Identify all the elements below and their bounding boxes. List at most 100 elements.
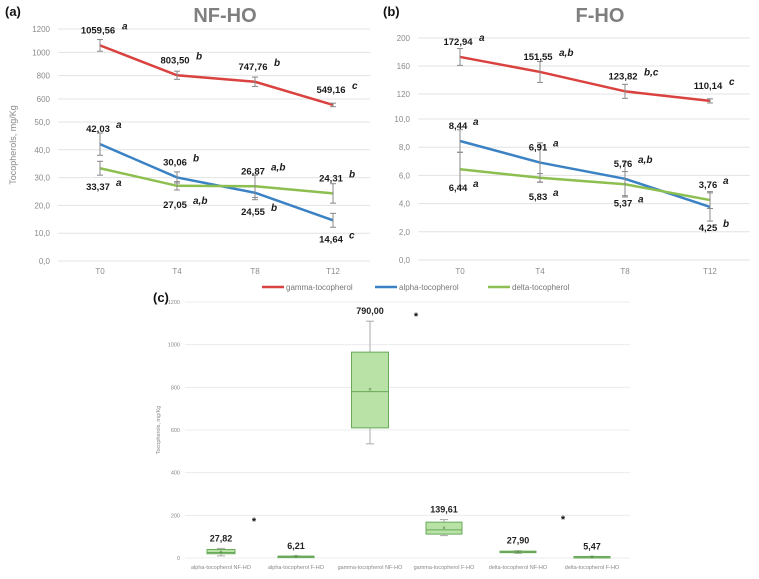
y-tick-label: 600 <box>37 95 51 104</box>
data-label: 4,25 <box>699 223 718 234</box>
y-tick-label: 2,0 <box>399 228 411 237</box>
significance-letter: a <box>723 176 729 187</box>
data-label: 27,82 <box>210 533 233 543</box>
data-label: 5,76 <box>614 159 633 170</box>
panel-label: (a) <box>5 4 21 19</box>
series-line-alpha-tocopherol <box>99 143 334 222</box>
significance-letter: b <box>196 51 202 62</box>
y-tick-label: 160 <box>397 62 411 71</box>
y-axis-label: Tocopherols, mg/Kg <box>8 105 18 185</box>
box <box>206 548 236 555</box>
y-tick-label: 600 <box>171 428 180 434</box>
significance-letter: c <box>352 81 358 92</box>
x-tick-label: T8 <box>620 267 630 276</box>
data-label: 803,50 <box>160 55 189 66</box>
series-line-delta-tocopherol <box>99 167 334 195</box>
data-label: 172,94 <box>443 37 473 48</box>
data-label: 6,91 <box>529 143 548 154</box>
y-tick-label: 200 <box>171 513 180 519</box>
significance-letter: a,b <box>193 196 207 207</box>
data-label: 24,31 <box>319 173 343 184</box>
data-label: 5,47 <box>583 541 601 551</box>
mean-marker: × <box>294 555 298 561</box>
data-label: 123,82 <box>608 71 637 82</box>
data-label: 790,00 <box>356 306 384 316</box>
data-label: 1059,56 <box>81 25 115 36</box>
data-label: 549,16 <box>316 85 345 96</box>
y-tick-label: 800 <box>171 385 180 391</box>
significance-letter: a,b <box>638 155 652 166</box>
box-delta-tocopherol F-HO: × 5,47 delta-tocopherol F-HO <box>565 541 620 571</box>
mean-marker: × <box>219 550 223 556</box>
significance-letter: c <box>349 230 355 241</box>
y-tick-label: 4,0 <box>399 200 411 209</box>
x-tick-label: gamma-tocopherol F-HO <box>414 565 476 571</box>
y-tick-label: 200 <box>397 34 411 43</box>
y-tick-label: 40,0 <box>34 146 50 155</box>
panel-b: (b) F-HO 200 160 120 10,0 8,0 6,0 4,0 2,0 0,0 T0 T4 T… <box>383 4 750 276</box>
mean-marker: × <box>516 550 520 556</box>
data-label: 6,44 <box>449 183 468 194</box>
y-tick-label: 8,0 <box>399 143 411 152</box>
legend-label: gamma-tocopherol <box>286 283 353 292</box>
chart-title: NF-HO <box>193 5 256 27</box>
mean-marker: × <box>442 526 446 532</box>
legend-label: delta-tocopherol <box>512 283 570 292</box>
x-tick-label: alpha-tocopherol F-HO <box>268 565 325 571</box>
y-tick-label: 10,0 <box>34 229 50 238</box>
data-label: 24,55 <box>241 207 265 218</box>
significance-letter: a <box>116 120 122 131</box>
y-axis-label: Tocopherols, mg/Kg <box>156 406 162 455</box>
significance-letter: c <box>729 77 735 88</box>
significance-asterisk: * <box>561 514 566 526</box>
panel-label: (b) <box>383 4 400 19</box>
y-tick-label: 0 <box>177 556 180 562</box>
box-gamma-tocopherol F-HO: × 139,61 gamma-tocopherol F-HO <box>414 505 476 571</box>
significance-asterisk: * <box>414 311 419 323</box>
x-tick-label: gamma-tocopherol NF-HO <box>338 565 404 571</box>
significance-letter: a,b <box>271 162 285 173</box>
significance-letter: b <box>271 203 277 214</box>
y-tick-label: 10,0 <box>394 115 410 124</box>
significance-letter: a <box>553 188 559 199</box>
data-label: 5,83 <box>529 192 548 203</box>
y-tick-label: 30,0 <box>34 174 50 183</box>
x-tick-label: T12 <box>703 267 717 276</box>
data-label: 139,61 <box>430 505 458 515</box>
y-tick-label: 120 <box>397 90 411 99</box>
mean-marker: × <box>590 555 594 561</box>
significance-letter: a,b <box>559 48 573 59</box>
significance-letter: a <box>473 117 479 128</box>
data-label: 151,55 <box>523 52 553 63</box>
data-label: 26,87 <box>241 166 265 177</box>
x-tick-label: T0 <box>95 267 105 276</box>
series-line-gamma-tocopherol <box>459 55 711 103</box>
y-tick-label: 400 <box>171 471 180 477</box>
x-tick-label: delta-tocopherol F-HO <box>565 565 620 571</box>
data-label: 14,64 <box>319 234 343 245</box>
x-tick-label: T4 <box>535 267 545 276</box>
significance-letter: a <box>638 194 644 205</box>
data-label: 747,76 <box>238 62 267 73</box>
x-tick-label: T8 <box>250 267 260 276</box>
box <box>351 351 389 429</box>
y-tick-label: 0,0 <box>39 257 51 266</box>
box-gamma-tocopherol NF-HO: × 790,00 gamma-tocopherol NF-HO <box>338 306 404 571</box>
x-tick-label: T0 <box>455 267 465 276</box>
significance-letter: b <box>349 169 355 180</box>
y-tick-label: 6,0 <box>399 171 411 180</box>
data-label: 8,44 <box>449 121 468 132</box>
data-label: 5,37 <box>614 198 633 209</box>
mean-marker: × <box>368 387 372 393</box>
y-tick-label: 1200 <box>32 25 50 34</box>
box-delta-tocopherol NF-HO: × 27,90 delta-tocopherol NF-HO <box>489 536 548 571</box>
significance-letter: b <box>193 153 199 164</box>
y-tick-label: 20,0 <box>34 201 50 210</box>
significance-letter: a <box>553 139 559 150</box>
data-label: 3,76 <box>699 180 718 191</box>
x-tick-label: T4 <box>172 267 182 276</box>
significance-letter: a <box>473 179 479 190</box>
box-alpha-tocopherol F-HO: × 6,21 alpha-tocopherol F-HO <box>268 541 325 571</box>
